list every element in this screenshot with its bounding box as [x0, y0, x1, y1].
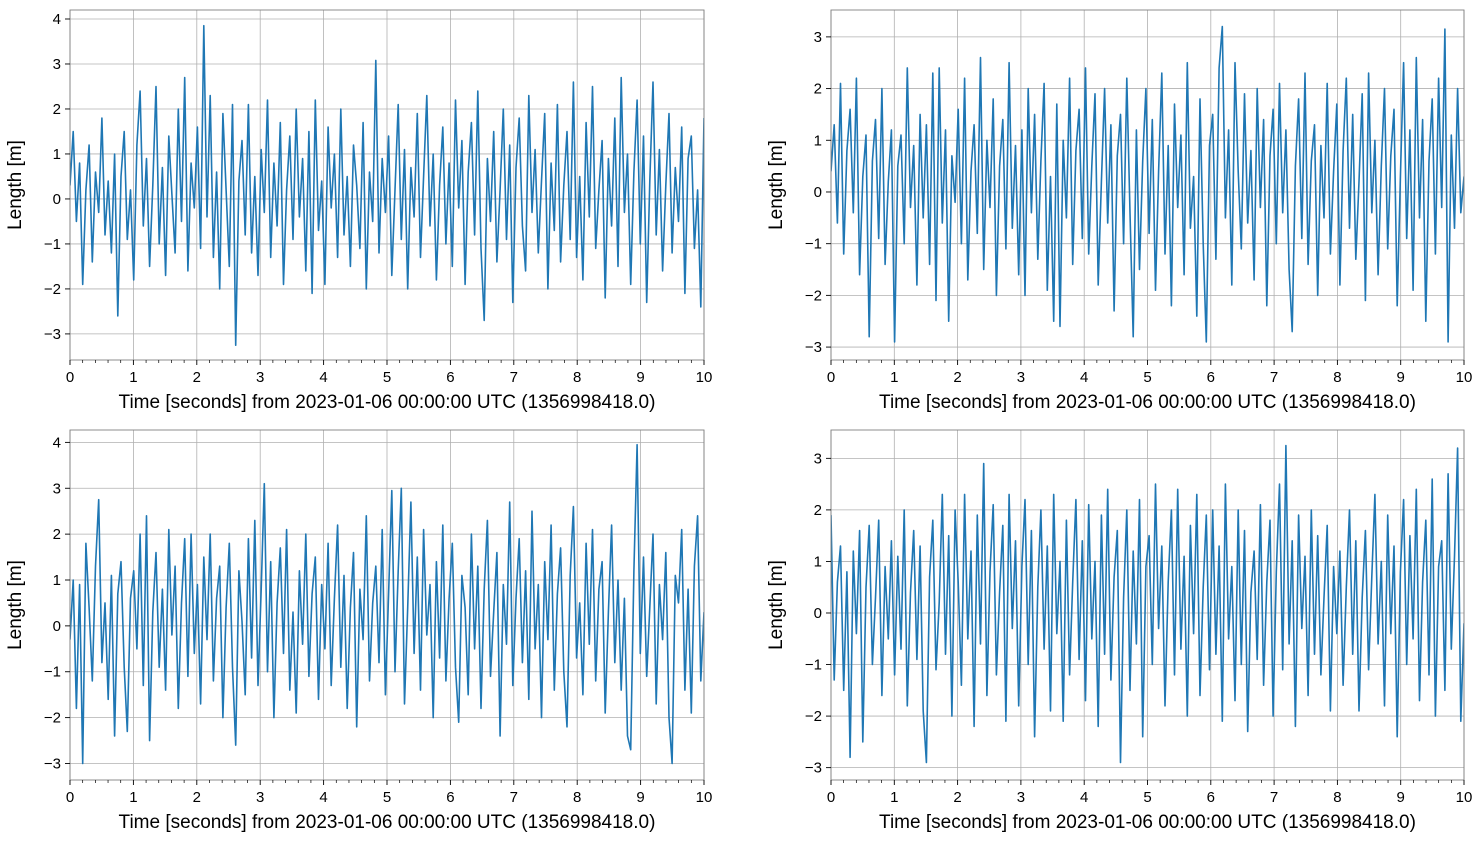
x-tick-label: 1	[890, 789, 898, 806]
y-axis-label: Length [m]	[766, 560, 787, 650]
x-tick-label: 7	[1270, 369, 1278, 386]
y-tick-label: −3	[805, 760, 822, 777]
x-tick-label: 7	[510, 369, 518, 386]
x-tick-label: 5	[383, 789, 391, 806]
subplot-4: 0 1 2 3 4 5 6 7 8 9 10 −3 −2 −1 0 1 2 3 Time [seconds] fro…	[766, 429, 1473, 833]
y-tick-label: 0	[814, 605, 822, 622]
x-tick-label: 9	[1397, 789, 1405, 806]
y-tick-label: 1	[53, 572, 61, 589]
x-tick-label: 4	[1080, 789, 1088, 806]
x-tick-label: 5	[1143, 789, 1151, 806]
subplot-1: 0 1 2 3 4 5 6 7 8 9 10 −3 −2 −1 0 1 2 3 4 Time [seconds] fr…	[5, 9, 713, 413]
y-tick-label: −3	[44, 326, 61, 343]
x-tick-label: 5	[1143, 369, 1151, 386]
y-tick-label: 0	[53, 618, 61, 635]
y-tick-label: 3	[814, 29, 822, 46]
y-tick-label: 1	[53, 146, 61, 163]
x-tick-label: 3	[256, 369, 264, 386]
x-tick-label: 4	[319, 789, 327, 806]
y-tick-label: 3	[814, 450, 822, 467]
x-tick-label: 1	[890, 369, 898, 386]
y-tick-label: −2	[805, 287, 822, 304]
y-tick-label: 3	[53, 56, 61, 73]
y-tick-label: −2	[44, 710, 61, 727]
series-line	[70, 443, 704, 765]
x-tick-label: 5	[383, 369, 391, 386]
x-tick-label: 0	[66, 789, 74, 806]
x-tick-label: 2	[193, 369, 201, 386]
x-tick-label: 1	[129, 789, 137, 806]
y-tick-label: 0	[53, 191, 61, 208]
x-axis-label: Time [seconds] from 2023-01-06 00:00:00 …	[119, 392, 656, 413]
x-axis-label: Time [seconds] from 2023-01-06 00:00:00 …	[119, 812, 656, 833]
y-tick-label: 1	[814, 553, 822, 570]
x-tick-label: 10	[696, 789, 713, 806]
x-axis-label: Time [seconds] from 2023-01-06 00:00:00 …	[879, 812, 1416, 833]
series-line	[831, 25, 1464, 343]
x-tick-label: 10	[696, 369, 713, 386]
x-tick-label: 3	[1017, 369, 1025, 386]
x-axis-label: Time [seconds] from 2023-01-06 00:00:00 …	[879, 392, 1416, 413]
x-tick-label: 6	[446, 369, 454, 386]
y-tick-label: 4	[53, 11, 61, 28]
y-tick-label: −3	[805, 339, 822, 356]
y-tick-label: 0	[814, 184, 822, 201]
x-tick-label: 0	[66, 369, 74, 386]
y-axis-label: Length [m]	[766, 140, 787, 230]
y-tick-label: 2	[814, 502, 822, 519]
x-tick-label: 0	[827, 789, 835, 806]
y-tick-label: 4	[53, 434, 61, 451]
x-tick-label: 9	[636, 789, 644, 806]
x-tick-label: 8	[1333, 369, 1341, 386]
x-tick-label: 9	[1397, 369, 1405, 386]
subplot-3: 0 1 2 3 4 5 6 7 8 9 10 −3 −2 −1 0 1 2 3 4 Time [seconds] fr…	[5, 429, 713, 833]
series-line	[831, 444, 1464, 764]
x-tick-label: 6	[1207, 369, 1215, 386]
x-tick-label: 8	[1333, 789, 1341, 806]
x-tick-label: 8	[573, 789, 581, 806]
subplot-2: 0 1 2 3 4 5 6 7 8 9 10 −3 −2 −1 0 1 2 3 Time [seconds] fro…	[766, 9, 1473, 413]
y-tick-label: −2	[44, 281, 61, 298]
x-tick-label: 0	[827, 369, 835, 386]
x-tick-label: 3	[1017, 789, 1025, 806]
x-tick-label: 4	[1080, 369, 1088, 386]
y-tick-label: 2	[814, 81, 822, 98]
y-tick-label: 1	[814, 132, 822, 149]
x-tick-label: 2	[193, 789, 201, 806]
y-tick-label: −3	[44, 755, 61, 772]
y-tick-label: 2	[53, 101, 61, 118]
x-tick-label: 3	[256, 789, 264, 806]
x-tick-label: 2	[953, 369, 961, 386]
x-tick-label: 6	[1207, 789, 1215, 806]
x-tick-label: 8	[573, 369, 581, 386]
y-tick-label: 2	[53, 526, 61, 543]
y-tick-label: −1	[805, 657, 822, 674]
y-tick-label: 3	[53, 480, 61, 497]
x-tick-label: 6	[446, 789, 454, 806]
y-tick-label: −2	[805, 708, 822, 725]
y-tick-label: −1	[44, 664, 61, 681]
series-line	[70, 24, 704, 347]
y-axis-label: Length [m]	[5, 140, 26, 230]
x-tick-label: 7	[510, 789, 518, 806]
x-tick-label: 2	[953, 789, 961, 806]
x-tick-label: 7	[1270, 789, 1278, 806]
y-axis-label: Length [m]	[5, 560, 26, 650]
y-tick-label: −1	[44, 236, 61, 253]
x-tick-label: 4	[319, 369, 327, 386]
y-tick-label: −1	[805, 236, 822, 253]
x-tick-label: 10	[1456, 789, 1473, 806]
x-tick-label: 1	[129, 369, 137, 386]
x-tick-label: 10	[1456, 369, 1473, 386]
x-tick-label: 9	[636, 369, 644, 386]
